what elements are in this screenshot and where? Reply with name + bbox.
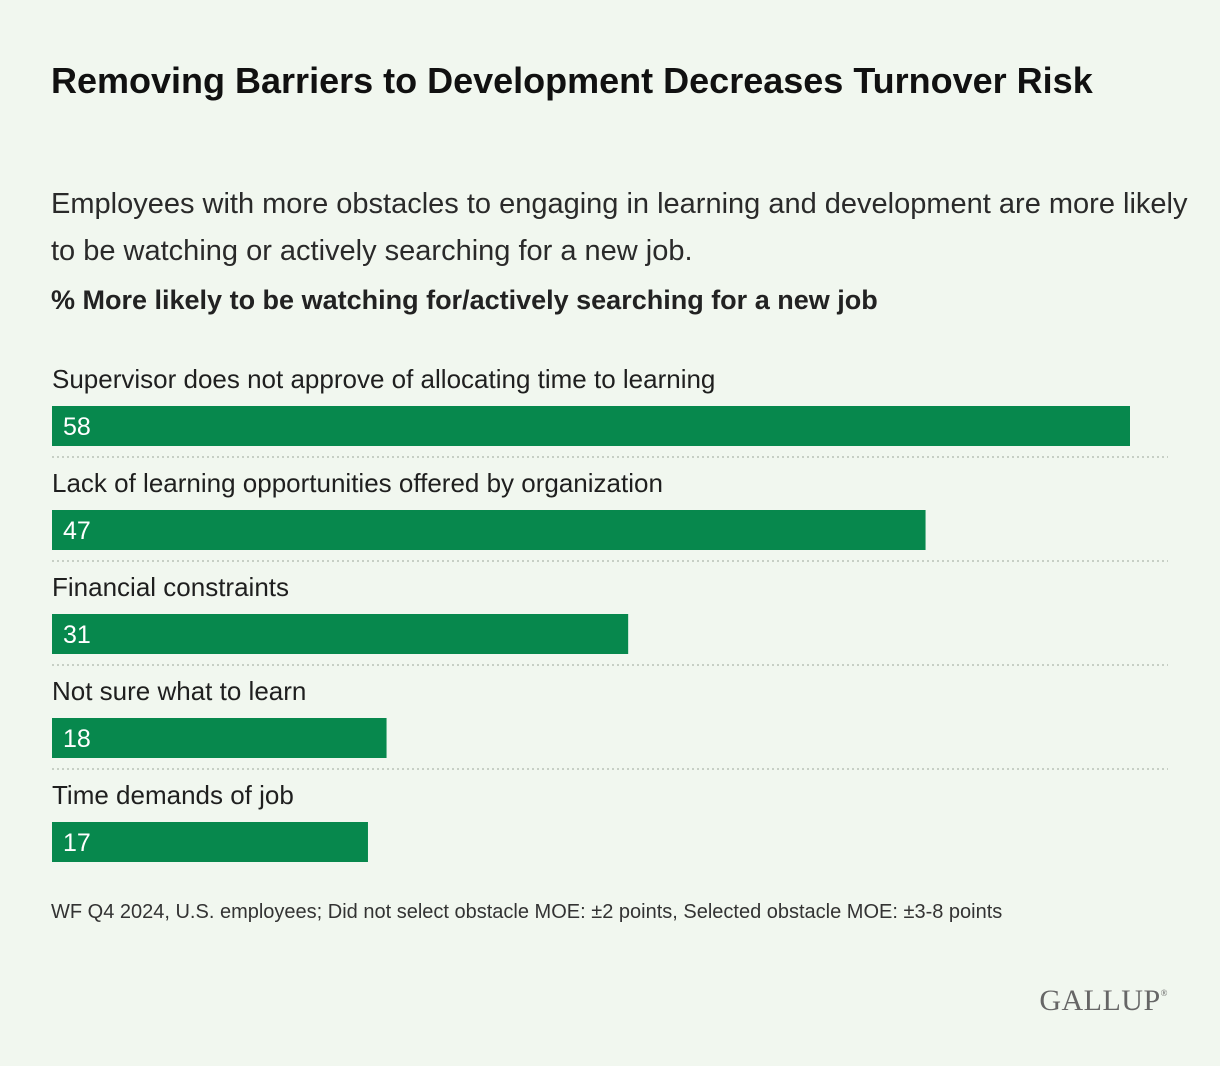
- category-label: Financial constraints: [52, 572, 289, 602]
- category-label: Supervisor does not approve of allocatin…: [52, 364, 715, 394]
- bar: [52, 822, 368, 862]
- bar-value-label: 31: [63, 621, 91, 649]
- logo-text: GALLUP: [1039, 984, 1161, 1017]
- bar-value-label: 17: [63, 829, 91, 857]
- source-footnote: WF Q4 2024, U.S. employees; Did not sele…: [51, 901, 1003, 923]
- chart-subtitle: Employees with more obstacles to engagin…: [51, 188, 1188, 267]
- bar-value-label: 47: [63, 517, 91, 545]
- category-label: Lack of learning opportunities offered b…: [52, 468, 663, 498]
- bar-value-label: 18: [63, 725, 91, 753]
- bar: [52, 406, 1130, 446]
- gallup-logo: GALLUP®: [1039, 984, 1168, 1018]
- category-label: Time demands of job: [52, 780, 294, 810]
- chart-title: Removing Barriers to Development Decreas…: [51, 60, 1093, 101]
- bar: [52, 718, 387, 758]
- category-label: Not sure what to learn: [52, 676, 306, 706]
- measure-label: % More likely to be watching for/activel…: [51, 285, 878, 315]
- bar: [52, 614, 629, 654]
- bar: [52, 510, 926, 550]
- bar-value-label: 58: [63, 413, 91, 441]
- registered-mark: ®: [1160, 988, 1168, 998]
